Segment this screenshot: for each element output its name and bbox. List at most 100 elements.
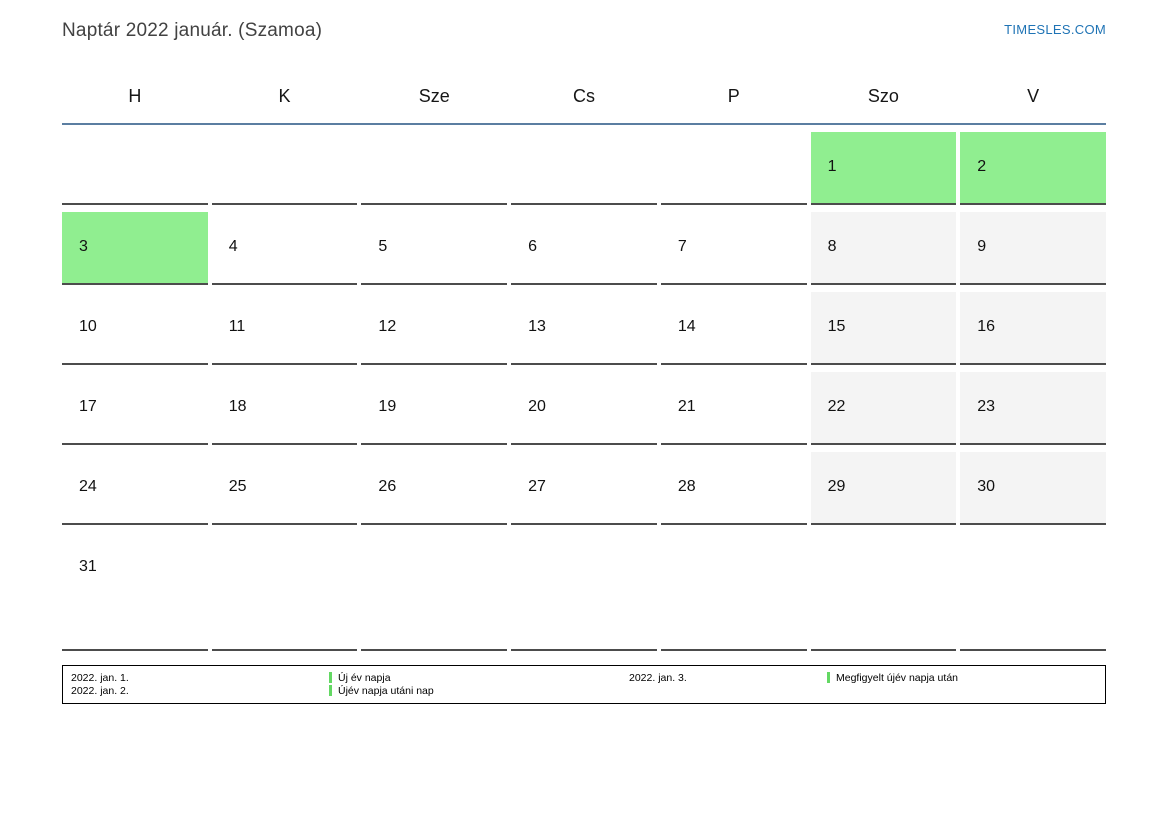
day-number: 29 [827,478,846,495]
day-cell-29: 29 [810,452,957,525]
topbar: Naptár 2022 január. (Szamoa) TIMESLES.CO… [62,20,1106,46]
day-cell-30: 30 [960,452,1106,525]
weekday-header-h: H [128,86,142,106]
day-number: 20 [528,398,546,415]
day-cell-8: 8 [810,212,957,285]
legend-date: 2022. jan. 3. [629,671,827,684]
header-divider [62,123,1106,125]
day-cell-23: 23 [960,372,1106,445]
day-cell-24: 24 [62,452,208,525]
day-cell-5: 5 [361,212,508,285]
day-number: 2 [977,158,987,175]
day-number: 16 [977,318,996,335]
calendar-page: Naptár 2022 január. (Szamoa) TIMESLES.CO… [62,20,1106,704]
legend-date-text: 2022. jan. 1. [71,671,129,684]
legend-column-2: Új év napja Újév napja utáni nap [329,671,629,697]
day-cell-16: 16 [960,292,1106,365]
legend-label-text: Megfigyelt újév napja után [836,671,958,684]
legend-date: 2022. jan. 1. [71,671,329,684]
day-cell-15: 15 [810,292,957,365]
day-cell-4: 4 [211,212,358,285]
calendar-grid: 1 2 3 4 5 6 7 8 9 10 11 12 13 14 15 16 17 18 19 20 21 22 23 24 2… [62,132,1106,651]
weekday-header-k: K [278,86,291,106]
day-number: 28 [677,478,696,495]
day-cell-empty [211,532,358,651]
day-number: 25 [228,478,247,495]
legend-column-3: 2022. jan. 3. [629,671,827,684]
day-cell-7: 7 [660,212,807,285]
day-cell-18: 18 [211,372,358,445]
day-cell-25: 25 [211,452,358,525]
day-cell-empty [511,132,657,205]
day-number: 3 [79,238,88,255]
holiday-marker-icon [827,672,830,683]
day-number: 1 [827,158,837,175]
day-cell-9: 9 [960,212,1106,285]
day-cell-21: 21 [660,372,807,445]
legend-entry: Újév napja utáni nap [329,684,629,697]
day-cell-empty [211,132,358,205]
day-number: 8 [827,238,837,255]
legend-label-text: Új év napja [338,671,391,684]
day-cell-17: 17 [62,372,208,445]
legend-date-text: 2022. jan. 3. [629,671,687,684]
weekday-header-szo: Szo [867,86,899,106]
legend-column-4: Megfigyelt újév napja után [827,671,1097,684]
day-cell-empty [810,532,957,651]
day-number: 24 [79,478,97,495]
day-number: 21 [677,398,696,415]
day-number: 14 [677,318,696,335]
day-number: 13 [528,318,546,335]
legend-date-text: 2022. jan. 2. [71,684,129,697]
day-cell-26: 26 [361,452,508,525]
holiday-marker-icon [329,685,332,696]
day-number: 9 [977,238,987,255]
day-number: 23 [977,398,996,415]
day-cell-31: 31 [62,532,208,651]
legend-box: 2022. jan. 1. 2022. jan. 2. Új év napja Újé… [62,665,1106,704]
weekday-header-cs: Cs [572,86,595,106]
weekday-header-row: H K Sze Cs P Szo V [62,86,1106,107]
day-cell-13: 13 [511,292,657,365]
day-cell-empty [660,532,807,651]
day-number: 6 [528,238,538,255]
day-cell-27: 27 [511,452,657,525]
brand-link[interactable]: TIMESLES.COM [1004,22,1106,37]
day-cell-empty [361,132,508,205]
legend-entry: Megfigyelt újév napja után [827,671,1097,684]
legend-label-text: Újév napja utáni nap [338,684,434,697]
day-cell-1: 1 [810,132,957,205]
day-number: 18 [228,398,247,415]
day-number: 17 [79,398,97,415]
day-number: 5 [378,238,388,255]
holiday-marker-icon [329,672,332,683]
day-cell-empty [960,532,1106,651]
day-number: 11 [228,318,246,335]
day-number: 4 [228,238,238,255]
legend-date: 2022. jan. 2. [71,684,329,697]
page-title: Naptár 2022 január. (Szamoa) [62,20,323,41]
day-number: 7 [677,238,687,255]
day-cell-empty [511,532,657,651]
day-cell-empty [62,132,208,205]
day-number: 10 [79,318,97,335]
day-number: 15 [827,318,846,335]
day-cell-19: 19 [361,372,508,445]
weekday-header-sze: Sze [418,86,450,106]
weekday-header-p: P [727,86,740,106]
day-cell-3: 3 [62,212,208,285]
legend-entry: Új év napja [329,671,629,684]
day-cell-28: 28 [660,452,807,525]
day-cell-12: 12 [361,292,508,365]
day-cell-22: 22 [810,372,957,445]
weekday-header-v: V [1027,86,1040,106]
day-cell-2: 2 [960,132,1106,205]
day-cell-20: 20 [511,372,657,445]
day-number: 31 [79,558,97,575]
day-cell-empty [660,132,807,205]
day-cell-10: 10 [62,292,208,365]
day-number: 12 [378,318,397,335]
day-cell-6: 6 [511,212,657,285]
day-number: 27 [528,478,546,495]
day-number: 30 [977,478,996,495]
